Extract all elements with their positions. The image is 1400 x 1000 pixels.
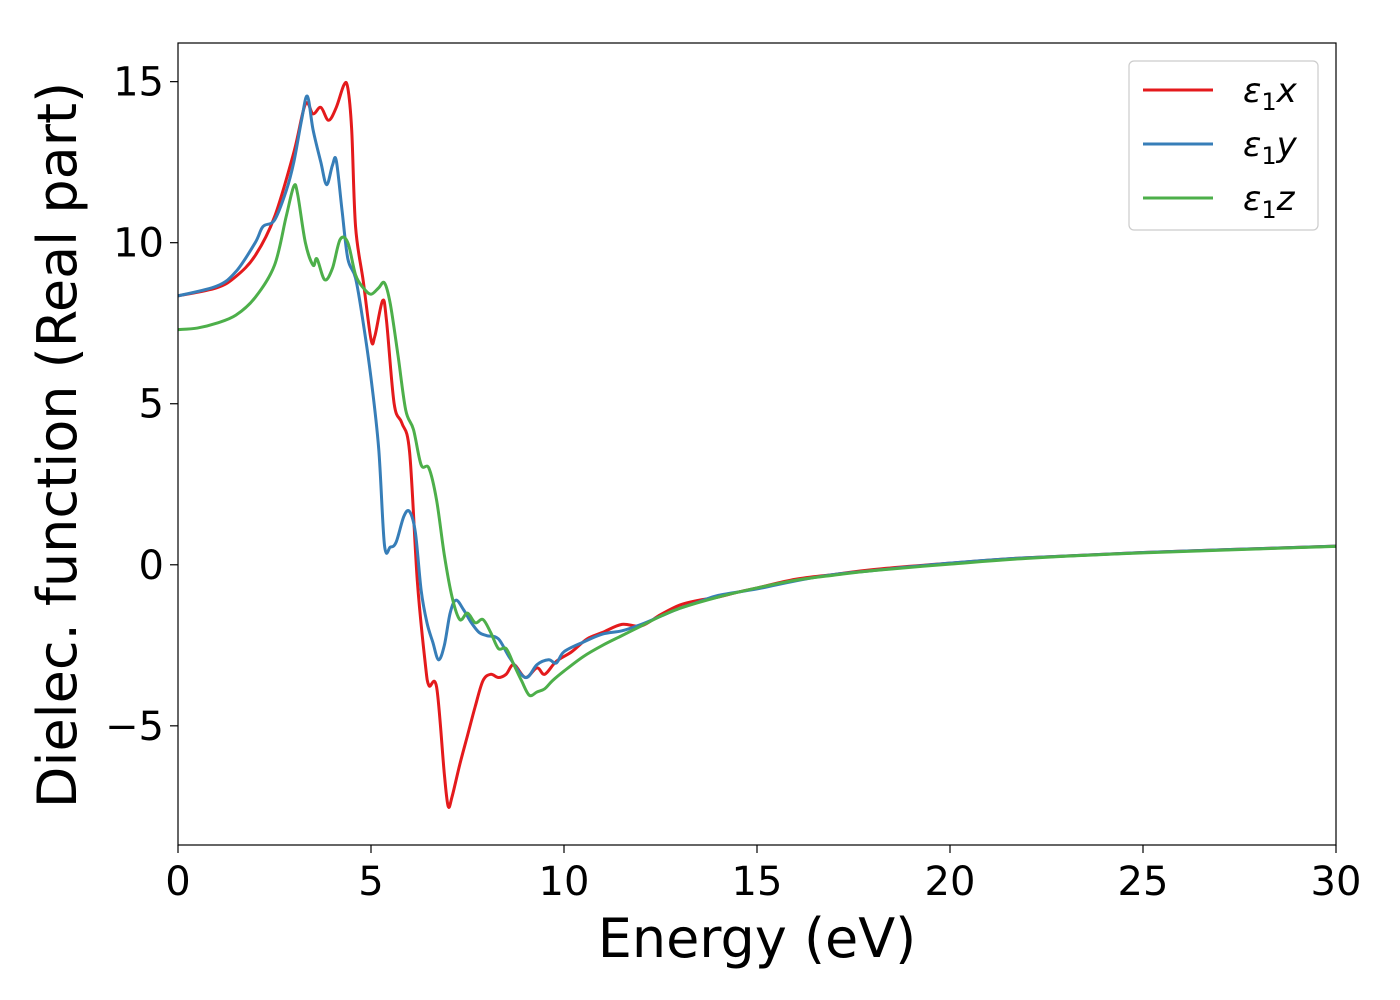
- x-tick-label: 10: [539, 859, 590, 905]
- legend-label-z: ε1z: [1243, 179, 1296, 224]
- x-tick-label: 15: [732, 859, 783, 905]
- y-axis-ticks: −5 0 5 10 15: [105, 60, 178, 750]
- y-tick-label: −5: [105, 704, 164, 750]
- x-tick-label: 30: [1311, 859, 1362, 905]
- y-tick-label: 15: [113, 60, 164, 106]
- x-tick-label: 0: [165, 859, 190, 905]
- series-line-z: [178, 183, 1336, 698]
- x-tick-label: 5: [358, 859, 383, 905]
- x-tick-label: 20: [925, 859, 976, 905]
- legend: ε1x ε1y ε1z: [1128, 60, 1319, 231]
- legend-label-y: ε1y: [1243, 125, 1298, 170]
- x-axis-title: Energy (eV): [598, 907, 917, 970]
- legend-label-x: ε1x: [1243, 71, 1298, 116]
- legend-frame: [1128, 60, 1319, 231]
- y-tick-label: 10: [113, 221, 164, 267]
- y-tick-label: 0: [139, 543, 164, 589]
- y-axis-title: Dielec. function (Real part): [26, 82, 89, 808]
- x-tick-label: 25: [1118, 859, 1169, 905]
- series-layer: [178, 80, 1336, 809]
- x-axis-ticks: 0 5 10 15 20 25 30: [165, 845, 1361, 905]
- y-tick-label: 5: [139, 382, 164, 428]
